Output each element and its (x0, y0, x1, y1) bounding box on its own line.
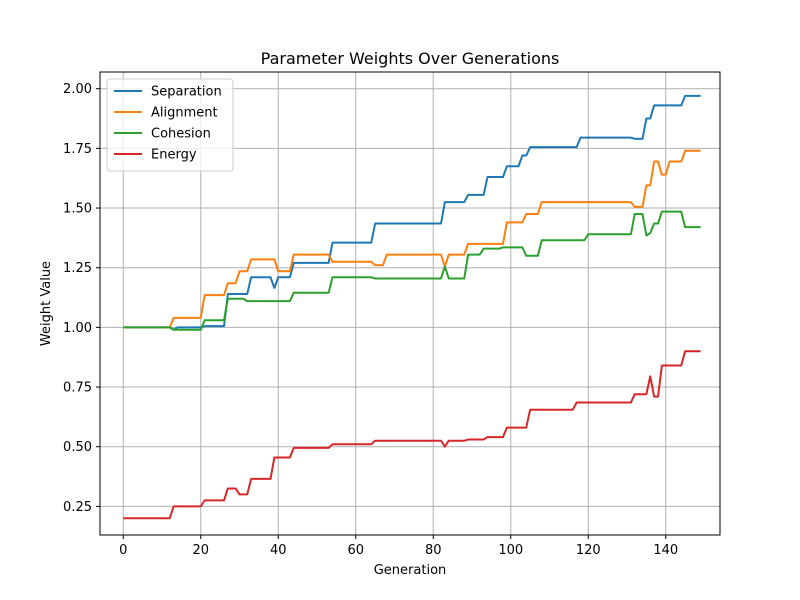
legend-label-cohesion: Cohesion (151, 127, 211, 142)
y-tick-label: 1.50 (63, 202, 92, 217)
x-tick-label: 0 (119, 543, 127, 558)
y-tick-label: 0.50 (63, 440, 92, 455)
legend: Separation Alignment Cohesion Energy (106, 78, 234, 172)
x-tick-label: 120 (576, 543, 601, 558)
x-tick-label: 100 (498, 543, 523, 558)
x-tick-label: 140 (653, 543, 678, 558)
legend-box (106, 78, 234, 172)
plot-frame (99, 71, 721, 536)
x-tick-label: 20 (192, 543, 209, 558)
y-tick-label: 1.25 (63, 261, 92, 276)
y-tick-label: 1.75 (63, 142, 92, 157)
x-tick-label: 80 (425, 543, 442, 558)
chart-title: Parameter Weights Over Generations (261, 49, 560, 68)
y-tick-label: 0.75 (63, 381, 92, 396)
series-layer (123, 94, 701, 520)
x-axis: 0 20 40 60 80 100 120 140 (119, 535, 678, 558)
x-axis-label: Generation (374, 563, 447, 578)
x-tick-label: 60 (347, 543, 364, 558)
x-tick-label: 40 (270, 543, 287, 558)
legend-label-alignment: Alignment (151, 106, 218, 121)
legend-label-separation: Separation (151, 85, 222, 100)
series-line-energy (123, 350, 701, 520)
y-tick-label: 1.00 (63, 321, 92, 336)
series-line-cohesion (123, 210, 701, 331)
y-axis-label: Weight Value (39, 261, 54, 346)
y-tick-label: 2.00 (63, 82, 92, 97)
legend-label-energy: Energy (151, 148, 197, 163)
y-axis: 0.25 0.50 0.75 1.00 1.25 1.50 1.75 2.00 (63, 82, 100, 515)
grid (100, 72, 720, 535)
y-tick-label: 0.25 (63, 500, 92, 515)
